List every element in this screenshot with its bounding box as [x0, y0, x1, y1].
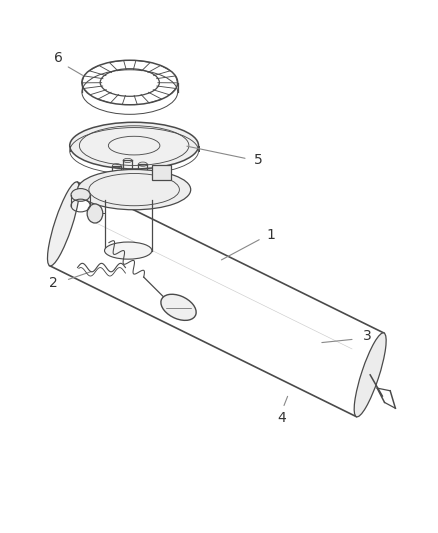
Text: 2: 2: [49, 277, 58, 290]
Text: 6: 6: [53, 51, 62, 65]
Circle shape: [87, 204, 103, 223]
Ellipse shape: [161, 294, 196, 320]
Ellipse shape: [71, 189, 90, 201]
Text: 3: 3: [363, 329, 371, 343]
Ellipse shape: [78, 169, 191, 210]
Ellipse shape: [70, 122, 198, 169]
Text: 5: 5: [254, 154, 262, 167]
Ellipse shape: [47, 182, 79, 266]
FancyBboxPatch shape: [152, 165, 171, 180]
Text: 1: 1: [267, 228, 276, 241]
Ellipse shape: [105, 242, 152, 259]
Text: 4: 4: [278, 410, 286, 425]
Ellipse shape: [354, 333, 386, 417]
